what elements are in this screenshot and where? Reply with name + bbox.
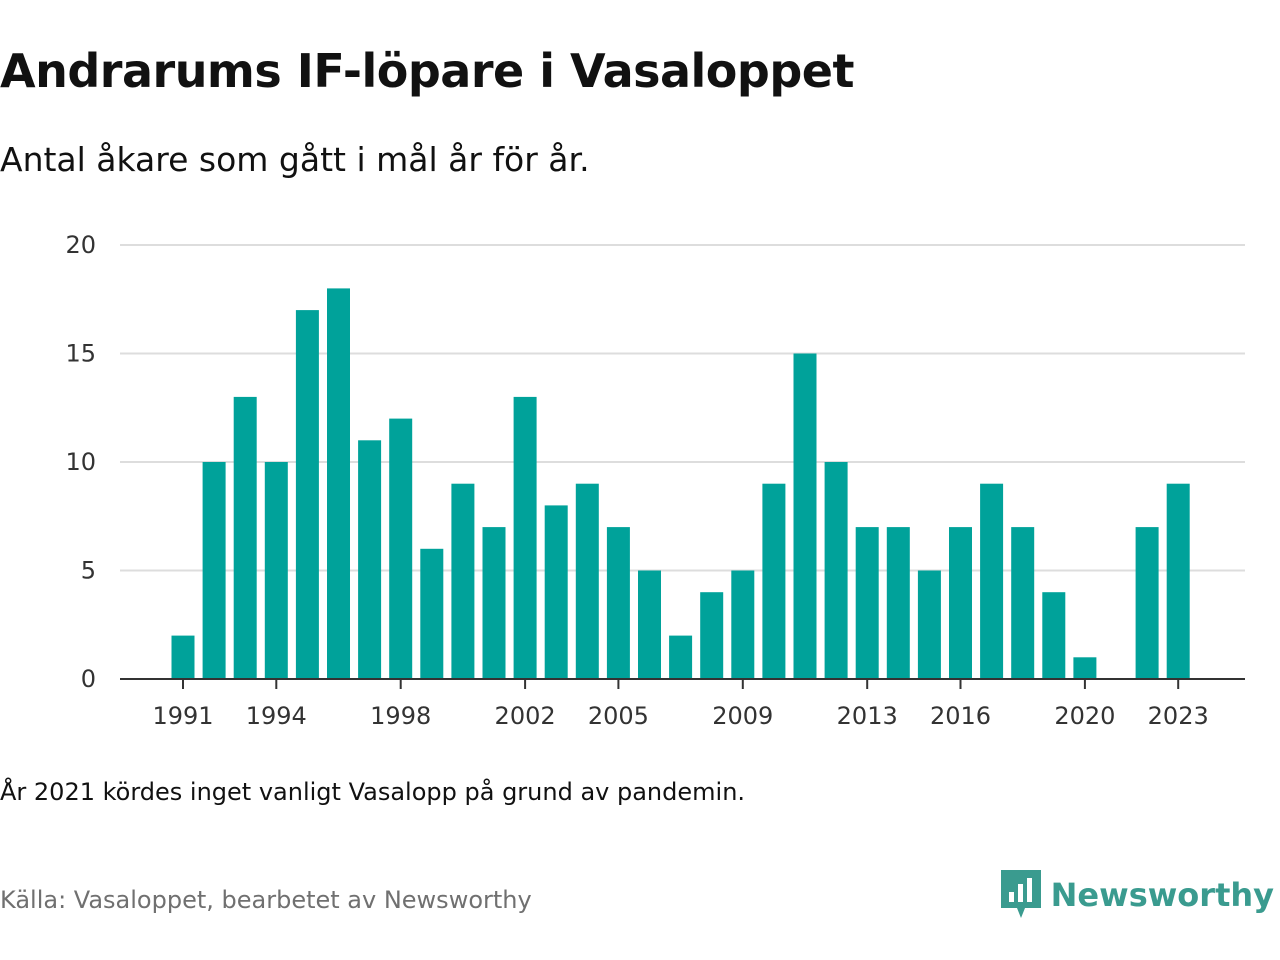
bar: [669, 635, 693, 679]
y-tick-label: 0: [81, 665, 96, 693]
x-tick-label: 2002: [495, 702, 556, 730]
bar: [389, 418, 413, 679]
bars: [171, 288, 1190, 679]
x-tick-label: 2009: [712, 702, 773, 730]
source-credit: Källa: Vasaloppet, bearbetet av Newswort…: [0, 886, 532, 914]
newsworthy-logo-icon: [1000, 870, 1041, 918]
bar: [949, 527, 972, 679]
bar: [1042, 592, 1066, 679]
bar: [233, 396, 257, 679]
bar: [606, 527, 630, 679]
bar: [482, 527, 506, 679]
y-tick-label: 5: [81, 557, 96, 585]
x-tick-label: 2005: [588, 702, 649, 730]
x-axis-labels: 1991 1994 1998 2002 2005 2009 2013 2016 2020 2023: [152, 679, 1209, 730]
bar: [513, 396, 537, 679]
bar: [327, 288, 350, 679]
bar: [202, 462, 226, 679]
y-tick-label: 20: [65, 231, 96, 259]
bar: [544, 505, 568, 679]
y-tick-label: 15: [65, 340, 96, 368]
bar: [762, 483, 786, 679]
y-tick-label: 10: [65, 448, 96, 476]
y-axis-labels: 0 5 10 15 20: [65, 231, 96, 693]
bar: [731, 570, 755, 679]
bar: [171, 635, 195, 679]
bar: [700, 592, 724, 679]
bar: [575, 483, 599, 679]
bar: [295, 310, 319, 679]
x-tick-label: 1991: [152, 702, 213, 730]
chart-subtitle: Antal åkare som gått i mål år för år.: [0, 140, 590, 179]
bar: [793, 353, 817, 679]
x-tick-label: 2023: [1148, 702, 1209, 730]
bar: [1166, 483, 1190, 679]
x-tick-label: 1998: [370, 702, 431, 730]
bar: [1073, 657, 1097, 679]
gridlines: [120, 244, 1245, 572]
brand-name: Newsworthy: [1050, 876, 1274, 914]
bar: [638, 570, 661, 679]
footnote: År 2021 kördes inget vanligt Vasalopp på…: [0, 778, 746, 806]
bar-chart: 0 5 10 15 20 1991 1994 1998 2002 2005 2009 2013 201…: [65, 231, 1245, 730]
bar: [1135, 527, 1159, 679]
x-tick-label: 1994: [246, 702, 307, 730]
x-tick-label: 2016: [930, 702, 991, 730]
x-tick-label: 2013: [837, 702, 898, 730]
bar: [886, 527, 910, 679]
brand-logo: Newsworthy: [1000, 870, 1274, 920]
bar: [1011, 527, 1035, 679]
bar: [855, 527, 879, 679]
bar: [917, 570, 941, 679]
bar: [358, 440, 382, 679]
bar: [824, 462, 848, 679]
x-tick-label: 2020: [1054, 702, 1115, 730]
bar: [264, 462, 288, 679]
bar: [451, 483, 475, 679]
chart-title: Andrarums IF-löpare i Vasaloppet: [0, 44, 854, 98]
bar: [420, 548, 444, 679]
bar: [980, 483, 1004, 679]
